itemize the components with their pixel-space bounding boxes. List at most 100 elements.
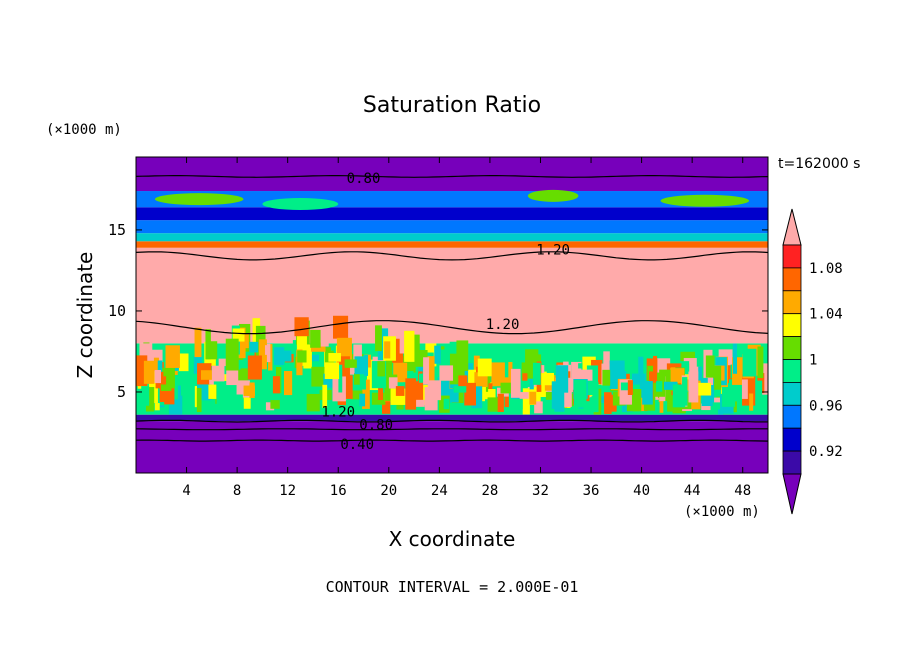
field-cell-398: [270, 400, 280, 409]
field-cell-389: [320, 325, 329, 347]
field-cell-411: [604, 392, 612, 414]
colorbar-swatch-5: [782, 359, 802, 383]
field-cell-405: [732, 343, 738, 374]
contour-label-1: 1.20: [536, 242, 570, 258]
field-band-6: [136, 220, 768, 234]
field-cell-180: [595, 396, 609, 404]
field-cell-138: [411, 399, 425, 407]
field-cell-364: [427, 356, 435, 385]
field-cell-281: [145, 387, 155, 412]
y-unit-label: (×1000 m): [46, 122, 122, 138]
field-cell-367: [423, 357, 430, 385]
field-cell-373: [294, 317, 309, 337]
x-tick-label-1: 8: [233, 483, 241, 499]
field-cell-285: [529, 391, 537, 405]
colorbar-max-arrow: [782, 208, 802, 246]
field-cell-308: [574, 368, 582, 384]
field-cell-415: [573, 380, 587, 408]
contour-line-3: [136, 419, 768, 423]
field-cell-302: [354, 356, 368, 375]
field-cell-210: [698, 366, 703, 387]
field-cell-270: [354, 373, 360, 385]
upper-patch-0: [154, 193, 244, 206]
contour-label-4: 0.80: [359, 417, 393, 433]
field-cell-333: [742, 348, 757, 377]
field-cell-258: [160, 384, 172, 392]
field-cell-175: [154, 403, 160, 411]
contour-interval-footer: CONTOUR INTERVAL = 2.000E-01: [326, 578, 579, 596]
colorbar-label-1: 1.04: [809, 307, 843, 323]
field-cell-381: [401, 362, 408, 383]
field-cell-33: [333, 315, 349, 339]
field-cell-113: [461, 363, 473, 388]
field-cell-418: [395, 386, 405, 396]
upper-patch-3: [660, 194, 750, 207]
field-cell-218: [164, 379, 175, 405]
colorbar-swatch-3: [782, 313, 802, 338]
field-cell-209: [709, 365, 722, 390]
field-cell-388: [377, 361, 386, 377]
field-cell-395: [443, 398, 450, 410]
x-tick-label-7: 32: [532, 483, 549, 499]
colorbar-swatch-8: [782, 427, 802, 452]
field-cell-117: [728, 379, 740, 391]
field-cell-366: [388, 377, 398, 389]
field-cell-238: [377, 328, 389, 361]
field-cell-191: [359, 393, 366, 407]
field-cell-362: [180, 377, 189, 396]
field-cell-158: [236, 369, 248, 384]
colorbar: 1.08 1.04 1 0.96 0.92: [782, 208, 843, 515]
field-cell-369: [477, 358, 492, 377]
field-cell-358: [136, 355, 148, 387]
contour-label-2: 1.20: [486, 317, 520, 333]
field-cell-380: [721, 386, 736, 407]
x-tick-label-6: 28: [481, 483, 498, 499]
field-band-5: [136, 233, 768, 242]
field-cell-390: [456, 340, 469, 371]
field-cell-406: [627, 380, 633, 395]
colorbar-swatch-4: [782, 336, 802, 360]
colorbar-swatch-7: [782, 404, 802, 429]
x-tick-label-9: 40: [633, 483, 650, 499]
field-cell-301: [297, 350, 307, 363]
field-cell-370: [143, 360, 155, 384]
field-cell-372: [328, 353, 341, 362]
field-cell-205: [534, 401, 543, 414]
y-axis-ticks: 5 10 15: [108, 221, 768, 401]
field-cell-324: [541, 372, 554, 386]
field-cell-311: [446, 388, 459, 403]
field-cell-414: [510, 368, 521, 398]
field-cell-123: [545, 391, 557, 400]
field-cell-264: [154, 369, 162, 384]
field-cell-307: [579, 369, 593, 381]
field-cell-124: [153, 357, 159, 371]
field-cell-378: [375, 325, 382, 352]
field-cell-292: [342, 375, 353, 399]
field-cell-23: [701, 403, 711, 411]
field-cell-356: [663, 381, 678, 390]
colorbar-swatch-2: [782, 290, 802, 315]
field-cell-410: [672, 384, 686, 408]
colorbar-swatch-0: [782, 244, 802, 269]
field-cell-403: [656, 381, 663, 392]
upper-patch-1: [262, 197, 339, 210]
field-cell-386: [620, 382, 631, 391]
x-tick-label-0: 4: [182, 483, 190, 499]
field-cell-391: [194, 327, 202, 358]
colorbar-swatch-1: [782, 267, 802, 292]
field-cell-53: [393, 361, 403, 383]
field-cell-377: [277, 350, 292, 362]
field-band-4: [136, 241, 768, 248]
field-cell-401: [211, 365, 225, 382]
field-cell-121: [537, 378, 548, 396]
field-cell-353: [247, 355, 262, 380]
field-cell-413: [458, 375, 468, 387]
field-cell-323: [243, 385, 255, 396]
field-cell-337: [434, 345, 441, 364]
field-cell-393: [555, 365, 569, 393]
chart-title: Saturation Ratio: [363, 93, 541, 118]
field-cell-16: [638, 356, 644, 385]
field-cell-219: [265, 402, 275, 411]
contour-label-5: 0.40: [340, 437, 374, 453]
contour-line-1: [136, 251, 768, 261]
